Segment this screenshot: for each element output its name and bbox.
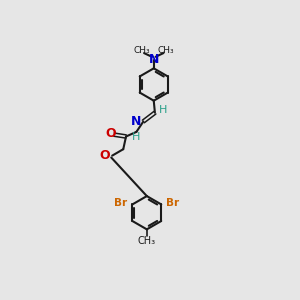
- Text: H: H: [159, 105, 167, 115]
- Text: CH₃: CH₃: [134, 46, 150, 55]
- Text: Br: Br: [166, 199, 179, 208]
- Text: O: O: [100, 149, 110, 162]
- Text: CH₃: CH₃: [158, 46, 174, 55]
- Text: N: N: [148, 53, 159, 66]
- Text: H: H: [132, 132, 141, 142]
- Text: Br: Br: [114, 199, 127, 208]
- Text: O: O: [106, 127, 116, 140]
- Text: CH₃: CH₃: [138, 236, 156, 246]
- Text: N: N: [131, 115, 141, 128]
